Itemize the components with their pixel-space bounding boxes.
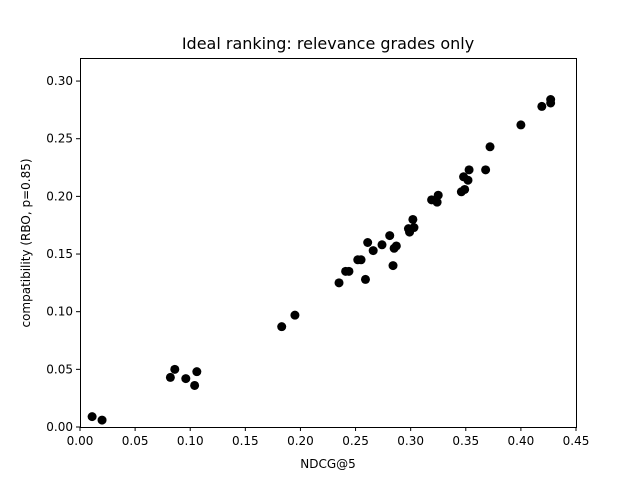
data-point bbox=[363, 238, 373, 247]
x-tick-label: 0.05 bbox=[122, 434, 149, 448]
data-point bbox=[181, 374, 191, 384]
data-point bbox=[516, 120, 526, 130]
data-point bbox=[485, 142, 495, 152]
x-tick-label: 0.20 bbox=[287, 434, 314, 448]
data-point bbox=[360, 274, 370, 284]
y-tick-label: 0.25 bbox=[46, 132, 73, 146]
data-point bbox=[344, 266, 354, 276]
plot-area-frame bbox=[80, 58, 577, 428]
data-point bbox=[432, 197, 442, 207]
x-tick-label: 0.45 bbox=[563, 434, 590, 448]
data-point bbox=[356, 255, 366, 265]
x-tick-label: 0.40 bbox=[508, 434, 535, 448]
data-point bbox=[190, 380, 200, 390]
x-tick-label: 0.30 bbox=[397, 434, 424, 448]
data-point bbox=[481, 165, 491, 175]
x-tick-label: 0.00 bbox=[67, 434, 94, 448]
data-points bbox=[87, 95, 556, 425]
data-point bbox=[377, 240, 387, 250]
data-point bbox=[546, 95, 556, 105]
data-point bbox=[391, 241, 401, 251]
x-axis: 0.00 0.05 0.10 0.15 0.20 0.25 0.30 0.35 0.40 0.45 bbox=[67, 427, 590, 448]
x-tick-label: 0.35 bbox=[452, 434, 479, 448]
y-axis-label: compatibility (RBO, p=0.85) bbox=[19, 158, 33, 327]
x-axis-label: NDCG@5 bbox=[300, 457, 356, 471]
chart-title: Ideal ranking: relevance grades only bbox=[182, 34, 474, 53]
data-point bbox=[277, 322, 287, 332]
data-point bbox=[170, 364, 180, 374]
data-point bbox=[290, 310, 300, 320]
data-point bbox=[97, 415, 107, 425]
data-point bbox=[388, 261, 398, 271]
y-tick-label: 0.00 bbox=[46, 420, 73, 434]
x-tick-label: 0.10 bbox=[177, 434, 204, 448]
data-point bbox=[192, 367, 202, 377]
y-tick-label: 0.15 bbox=[46, 247, 73, 261]
data-point bbox=[460, 184, 470, 194]
y-tick-label: 0.20 bbox=[46, 189, 73, 203]
data-point bbox=[385, 231, 395, 241]
data-point bbox=[433, 190, 443, 200]
data-point bbox=[537, 101, 547, 111]
data-point bbox=[165, 372, 175, 382]
y-tick-label: 0.05 bbox=[46, 362, 73, 376]
y-tick-label: 0.30 bbox=[46, 74, 73, 88]
data-point bbox=[334, 278, 344, 288]
data-point bbox=[87, 412, 97, 422]
data-point bbox=[368, 246, 378, 256]
y-tick-label: 0.10 bbox=[46, 305, 73, 319]
data-point bbox=[408, 214, 418, 224]
data-point bbox=[464, 165, 474, 175]
x-tick-label: 0.25 bbox=[342, 434, 369, 448]
x-tick-label: 0.15 bbox=[232, 434, 259, 448]
data-point bbox=[409, 223, 419, 233]
data-point bbox=[463, 175, 473, 185]
y-axis: 0.00 0.05 0.10 0.15 0.20 0.25 0.30 bbox=[46, 74, 80, 434]
